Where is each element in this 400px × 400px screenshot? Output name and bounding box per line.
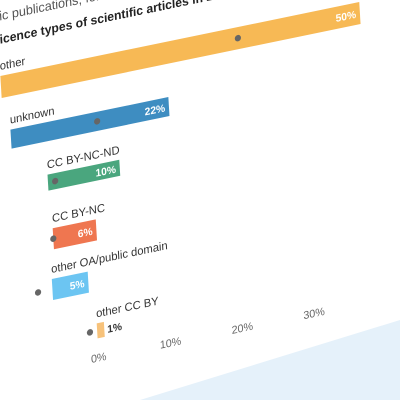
x-tick-label-3: 30%	[303, 306, 325, 322]
value-label-3: 6%	[78, 227, 93, 241]
value-label-2: 10%	[95, 165, 116, 180]
category-label-5: other CC BY	[96, 295, 160, 320]
bar-4	[51, 271, 89, 300]
bar-3	[52, 219, 98, 250]
value-label-0: 50%	[335, 10, 356, 25]
bar-5	[96, 321, 105, 339]
value-label-4: 5%	[70, 279, 85, 293]
bar-1	[10, 97, 170, 149]
x-tick-label-0: 0%	[91, 351, 107, 366]
reference-marker-2	[52, 177, 59, 185]
bar-0	[0, 1, 361, 99]
reference-marker-3	[50, 235, 57, 242]
category-label-0: other	[0, 56, 26, 73]
value-label-1: 22%	[144, 103, 165, 118]
reference-marker-1	[94, 118, 101, 125]
reference-marker-5	[86, 329, 94, 336]
reference-marker-4	[34, 289, 42, 296]
bar-2	[47, 159, 121, 191]
reference-marker-0	[234, 34, 241, 42]
x-tick-label-1: 10%	[160, 335, 182, 351]
x-tick-label-2: 20%	[231, 321, 253, 337]
category-label-3: CC BY-NC	[52, 202, 106, 225]
value-label-5: 1%	[107, 322, 122, 336]
